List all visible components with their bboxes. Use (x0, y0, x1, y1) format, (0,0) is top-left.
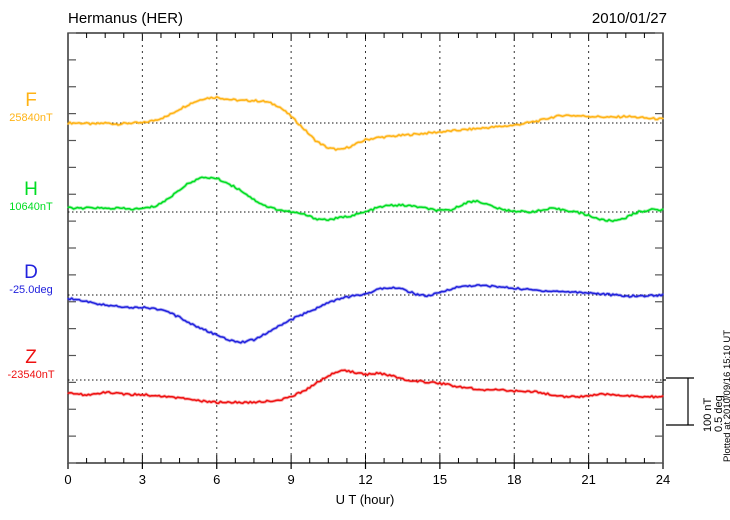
data-traces (66, 95, 665, 405)
x-axis-title: U T (hour) (335, 492, 395, 507)
x-tick-label: 0 (64, 472, 72, 487)
trace-H (67, 176, 664, 223)
x-tick-label: 21 (581, 472, 596, 487)
x-tick-label: 6 (213, 472, 221, 487)
baseline-reference-lines (68, 122, 663, 381)
x-tick-label: 12 (358, 472, 373, 487)
component-baseline-value: -23540nT (7, 369, 55, 381)
component-baseline-value: 25840nT (9, 112, 53, 124)
date-title: 2010/01/27 (591, 10, 667, 27)
component-label-z: Z -23540nT (0, 348, 62, 381)
component-baseline-value: -25.0deg (9, 284, 53, 296)
trace-D (67, 284, 664, 344)
x-tick-label: 3 (138, 472, 146, 487)
component-name: Z (25, 347, 37, 368)
component-label-f: F 25840nT (0, 91, 62, 124)
plotted-at-label: Plotted at 2010/09/16 15:10 UT (722, 329, 730, 462)
scale-bar (663, 377, 694, 426)
component-name: D (24, 262, 38, 283)
trace-Z (67, 369, 664, 404)
trace-F (67, 96, 664, 151)
component-baseline-value: 10640nT (9, 201, 53, 213)
component-label-h: H 10640nT (0, 180, 62, 213)
x-tick-label: 24 (655, 472, 671, 487)
component-name: H (24, 179, 38, 200)
station-title: Hermanus (HER) (68, 10, 184, 27)
component-name: F (25, 90, 37, 111)
x-tick-label: 18 (507, 472, 522, 487)
component-label-d: D -25.0deg (0, 263, 62, 296)
x-tick-label: 9 (287, 472, 295, 487)
x-tick-label: 15 (432, 472, 448, 487)
